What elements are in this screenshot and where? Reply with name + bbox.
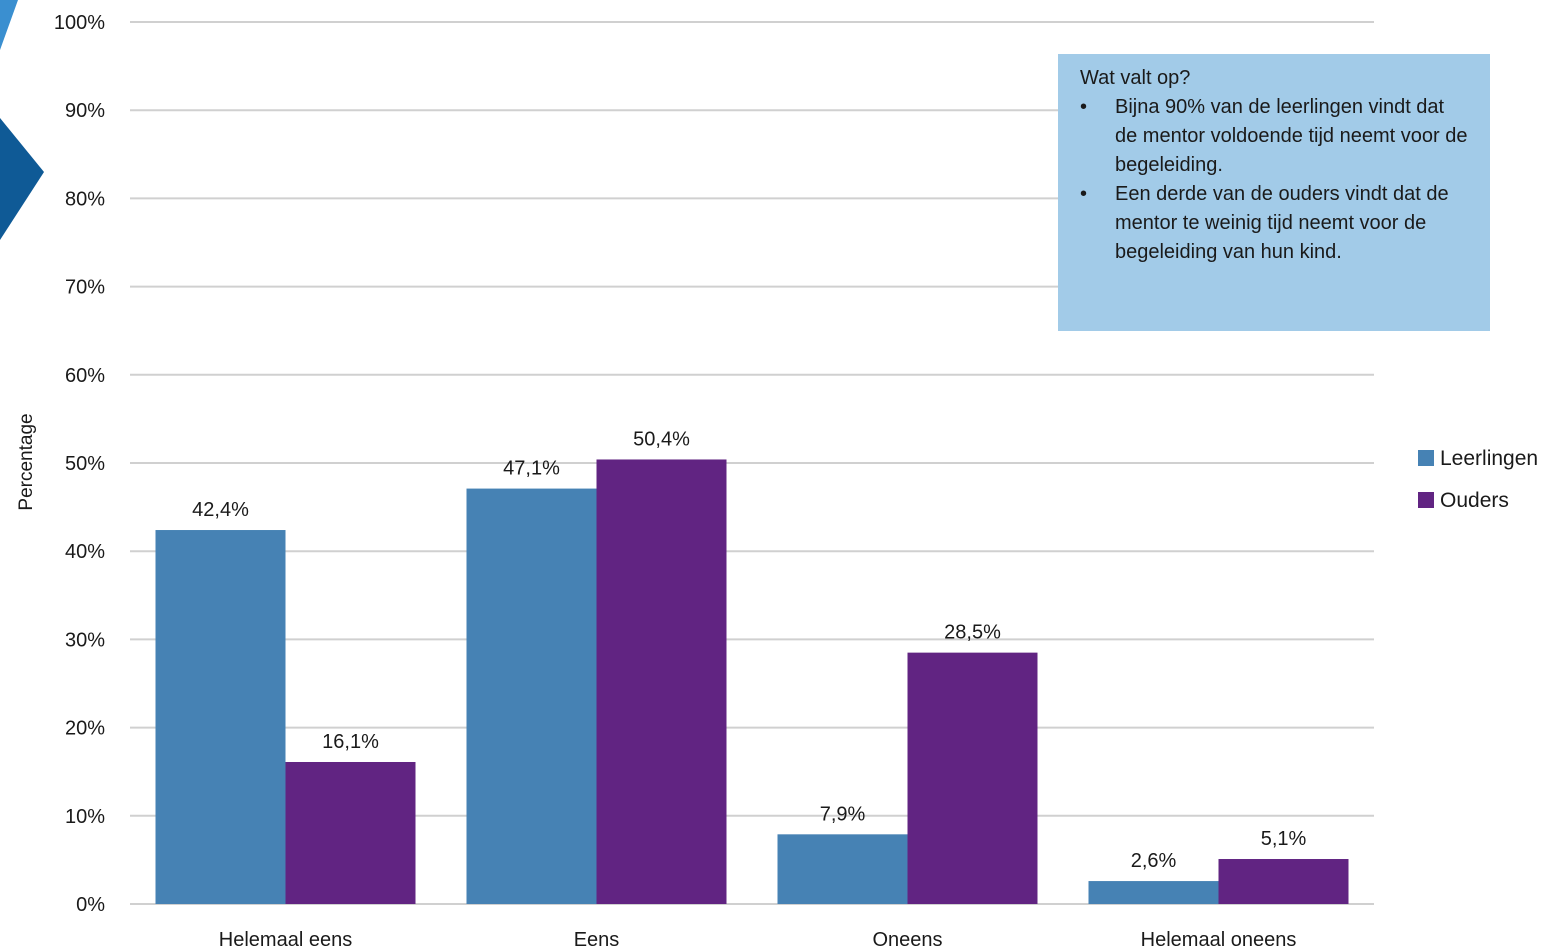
note-title: Wat valt op? <box>1080 67 1191 89</box>
y-tick-label: 0% <box>76 894 105 916</box>
bar-ouders <box>596 459 727 904</box>
legend-label-leerlingen: Leerlingen <box>1440 447 1538 470</box>
decoration-shape-light <box>0 0 18 50</box>
y-axis-title: Percentage <box>16 413 37 510</box>
legend-swatch-leerlingen <box>1418 450 1434 466</box>
note-bullet-item: • Een derde van de ouders vindt dat de m… <box>1080 180 1470 267</box>
x-category-label: Helemaal eens <box>219 929 352 950</box>
y-tick-label: 100% <box>54 12 105 34</box>
y-tick-label: 40% <box>65 541 105 563</box>
legend-label-ouders: Ouders <box>1440 489 1509 512</box>
y-tick-label: 60% <box>65 365 105 387</box>
y-tick-label: 70% <box>65 277 105 299</box>
legend: Leerlingen Ouders <box>1418 447 1538 512</box>
note-bullet-item: • Bijna 90% van de leerlingen vindt dat … <box>1080 93 1470 180</box>
data-labels: 42,4% 16,1% 47,1% 50,4% 7,9% 28,5% 2,6% 5,1% <box>192 428 1306 872</box>
y-tick-label: 50% <box>65 453 105 475</box>
bullet-icon: • <box>1080 96 1088 118</box>
x-axis-categories: Helemaal eens Eens Oneens Helemaal oneens <box>219 929 1297 950</box>
y-tick-label: 90% <box>65 100 105 122</box>
bar-ouders <box>907 652 1038 904</box>
note-bullet-list: • Bijna 90% van de leerlingen vindt dat … <box>1080 93 1470 267</box>
bar-leerlingen <box>466 488 597 904</box>
note-box: Wat valt op? • Bijna 90% van de leerling… <box>1058 54 1490 331</box>
bar-leerlingen <box>777 834 908 904</box>
y-tick-label: 80% <box>65 188 105 210</box>
y-tick-label: 20% <box>65 718 105 740</box>
y-tick-label: 30% <box>65 629 105 651</box>
decoration-arrow-shape <box>0 118 44 240</box>
data-label-ouders: 16,1% <box>322 731 379 753</box>
y-axis-ticks: 0% 10% 20% 30% 40% 50% 60% 70% 80% 90% 100% <box>54 12 105 916</box>
bar-leerlingen <box>155 530 286 904</box>
data-label-leerlingen: 7,9% <box>820 803 866 825</box>
data-label-leerlingen: 42,4% <box>192 499 249 521</box>
legend-swatch-ouders <box>1418 492 1434 508</box>
data-label-leerlingen: 47,1% <box>503 458 560 480</box>
note-bullet-text: Een derde van de ouders vindt dat de men… <box>1115 183 1449 263</box>
data-label-ouders: 50,4% <box>633 428 690 450</box>
x-category-label: Eens <box>574 929 620 950</box>
bar-ouders <box>285 761 416 904</box>
data-label-ouders: 28,5% <box>944 622 1001 644</box>
bar-leerlingen <box>1088 881 1219 904</box>
bars <box>155 459 1349 904</box>
note-bullet-text: Bijna 90% van de leerlingen vindt dat de… <box>1115 96 1468 176</box>
x-category-label: Oneens <box>872 929 942 950</box>
bar-ouders <box>1218 859 1349 904</box>
bullet-icon: • <box>1080 183 1088 205</box>
x-category-label: Helemaal oneens <box>1141 929 1297 950</box>
y-tick-label: 10% <box>65 806 105 828</box>
data-label-ouders: 5,1% <box>1261 828 1307 850</box>
data-label-leerlingen: 2,6% <box>1131 850 1177 872</box>
